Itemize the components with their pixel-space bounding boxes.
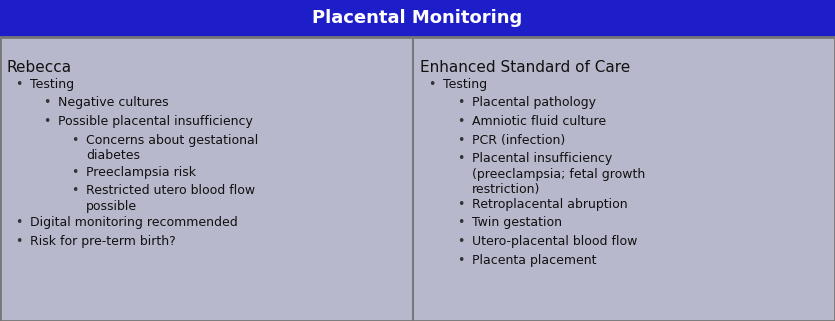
Text: Placental Monitoring: Placental Monitoring (312, 9, 523, 28)
Text: PCR (infection): PCR (infection) (472, 134, 565, 146)
Text: Testing: Testing (30, 78, 74, 91)
Text: •: • (71, 184, 78, 197)
Text: Utero-placental blood flow: Utero-placental blood flow (472, 235, 637, 248)
Text: Testing: Testing (443, 78, 488, 91)
Text: Rebecca: Rebecca (7, 60, 72, 75)
Text: Concerns about gestational
diabetes: Concerns about gestational diabetes (86, 134, 258, 162)
Text: Digital monitoring recommended: Digital monitoring recommended (30, 216, 238, 229)
Text: Negative cultures: Negative cultures (58, 96, 169, 109)
Text: •: • (15, 78, 23, 91)
Text: Enhanced Standard of Care: Enhanced Standard of Care (420, 60, 630, 75)
Text: Retroplacental abruption: Retroplacental abruption (472, 198, 627, 211)
Text: Placenta placement: Placenta placement (472, 254, 596, 266)
Bar (0, 0, 835, 37)
Text: •: • (428, 78, 436, 91)
Text: •: • (457, 115, 464, 128)
Text: Risk for pre-term birth?: Risk for pre-term birth? (30, 235, 176, 248)
Text: Possible placental insufficiency: Possible placental insufficiency (58, 115, 253, 128)
Text: •: • (71, 134, 78, 146)
Text: Twin gestation: Twin gestation (472, 216, 562, 229)
Text: •: • (15, 235, 23, 248)
Text: Placental insufficiency
(preeclampsia; fetal growth
restriction): Placental insufficiency (preeclampsia; f… (472, 152, 645, 196)
Text: •: • (457, 198, 464, 211)
Text: •: • (457, 216, 464, 229)
Text: Restricted utero blood flow
possible: Restricted utero blood flow possible (86, 184, 256, 213)
Text: •: • (457, 152, 464, 165)
Text: •: • (15, 216, 23, 229)
Text: Amniotic fluid culture: Amniotic fluid culture (472, 115, 606, 128)
Text: •: • (457, 235, 464, 248)
Text: •: • (457, 134, 464, 146)
Text: •: • (457, 254, 464, 266)
Text: •: • (43, 115, 51, 128)
Text: Placental pathology: Placental pathology (472, 96, 596, 109)
Text: •: • (43, 96, 51, 109)
Text: •: • (71, 166, 78, 178)
Text: •: • (457, 96, 464, 109)
Text: Preeclampsia risk: Preeclampsia risk (86, 166, 196, 178)
